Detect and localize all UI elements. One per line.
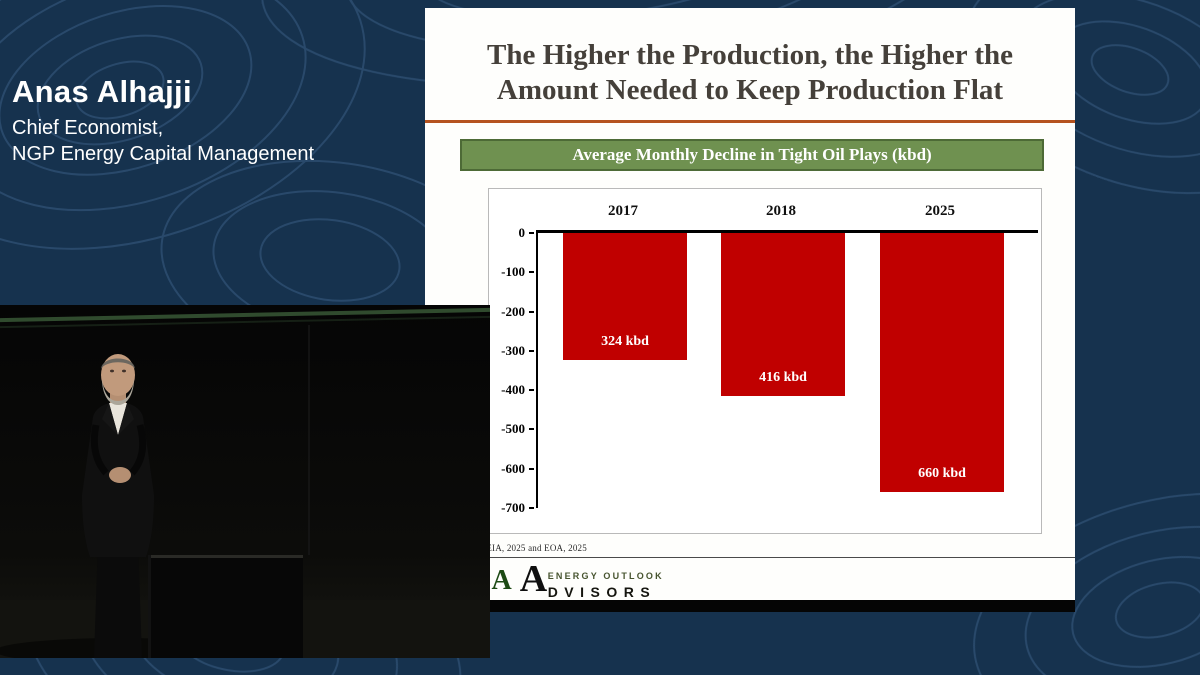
slide-bottom-bar <box>425 600 1075 612</box>
eoa-logo-big-a: A <box>519 558 548 600</box>
eoa-logo-mark: A ENERGY OUTLOOK DVISORS <box>520 558 720 602</box>
y-tick-label: -400 <box>501 382 525 398</box>
y-axis: 0 -100 -200 -300 -400 -500 -600 -700 <box>489 225 534 515</box>
bar-2025: 660 kbd <box>880 233 1004 493</box>
y-tick-label: -700 <box>501 500 525 515</box>
y-tick-mark <box>529 349 534 352</box>
bar-value-label-2017: 324 kbd <box>601 334 649 350</box>
y-tick-label: -500 <box>501 421 525 437</box>
chart-panel: 2017 2018 2025 0 -100 -200 -300 -400 -500 -600 -7… <box>488 188 1042 534</box>
stage-light-streak-2 <box>0 315 510 329</box>
category-label-2025: 2025 <box>925 203 955 219</box>
y-tick-label: -600 <box>501 460 525 476</box>
y-tick-mark <box>529 232 534 234</box>
backdrop-seam <box>308 325 310 555</box>
speaker-figure <box>82 354 154 658</box>
y-tick-label: -200 <box>501 303 525 319</box>
bar-value-label-2018: 416 kbd <box>759 370 807 386</box>
title-rule <box>425 120 1075 123</box>
y-tick-mark <box>529 467 534 470</box>
presenter-caption: Anas Alhajji Chief Economist, NGP Energy… <box>12 74 314 166</box>
footer-divider <box>425 557 1075 558</box>
y-tick-mark <box>529 310 534 313</box>
slide-title-line1: The Higher the Production, the Higher th… <box>486 39 1014 71</box>
speaker-video <box>0 305 510 664</box>
bar-2017: 324 kbd <box>563 233 687 361</box>
slide-banner: Average Monthly Decline in Tight Oil Pla… <box>460 139 1044 171</box>
y-tick-mark <box>529 428 534 431</box>
stage-light-streak <box>0 307 510 323</box>
y-tick-label: -100 <box>501 264 525 280</box>
y-tick-mark <box>529 507 534 509</box>
presenter-title: Chief Economist, <box>12 117 164 139</box>
bar-2018: 416 kbd <box>721 233 845 397</box>
podium <box>148 555 303 658</box>
y-tick-mark <box>529 271 534 274</box>
presenter-name: Anas Alhajji <box>12 74 192 109</box>
slide-title-line2: Amount Needed to Keep Production Flat <box>496 73 1004 106</box>
speaker-scene <box>0 305 510 664</box>
slide-title: The Higher the Production, the Higher th… <box>433 38 1067 108</box>
y-tick-label: -300 <box>501 342 525 358</box>
eoa-logo-line2: DVISORS <box>547 584 657 600</box>
plot-area: 324 kbd 416 kbd 660 kbd <box>536 230 1038 508</box>
eoa-logo-lines: ENERGY OUTLOOK DVISORS <box>548 566 720 602</box>
y-tick-mark <box>529 389 534 392</box>
presentation-slide: The Higher the Production, the Higher th… <box>425 8 1075 612</box>
category-label-2017: 2017 <box>608 203 638 219</box>
source-note: Source: EIA, 2025 and EOA, 2025 <box>455 543 587 553</box>
y-tick-label: 0 <box>518 225 526 240</box>
category-label-2018: 2018 <box>766 203 796 219</box>
eoa-logo-line1: ENERGY OUTLOOK <box>547 571 664 581</box>
bar-value-label-2025: 660 kbd <box>918 466 966 482</box>
presenter-organization: NGP Energy Capital Management <box>12 143 315 165</box>
